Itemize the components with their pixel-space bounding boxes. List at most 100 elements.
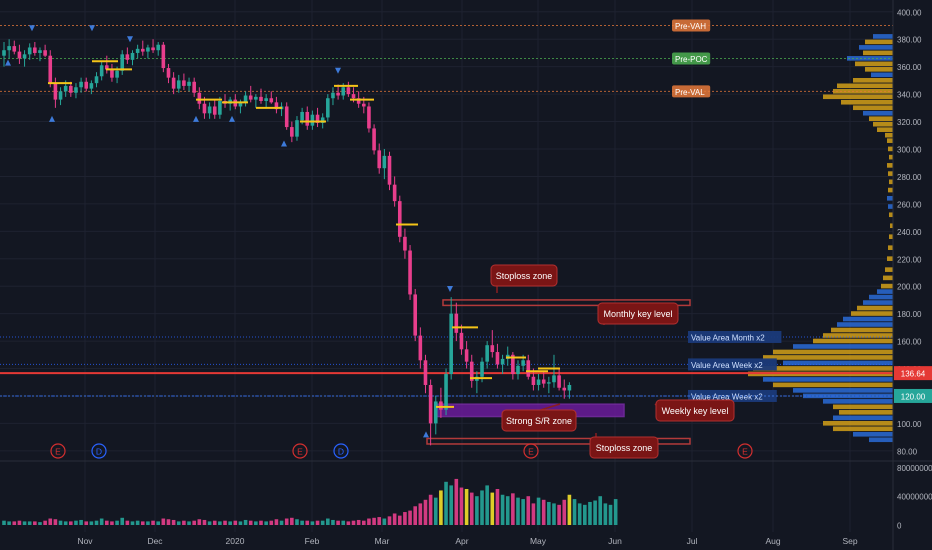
profile-bar <box>753 366 893 371</box>
volume-bar <box>269 520 274 525</box>
profile-bar <box>873 121 893 127</box>
y-tick-label: 240.00 <box>897 228 922 237</box>
volume-bar <box>284 518 289 525</box>
volume-bar <box>547 501 551 525</box>
y-tick-label: 300.00 <box>897 146 922 155</box>
profile-bar <box>865 67 893 72</box>
volume-bar <box>166 519 171 525</box>
volume-bar <box>274 519 279 525</box>
candle-body <box>372 128 376 151</box>
candle-body <box>207 106 212 114</box>
volume-bar <box>38 522 42 525</box>
volume-bar <box>562 499 567 525</box>
profile-bar <box>837 83 893 89</box>
volume-bar <box>495 489 500 525</box>
candle-body <box>274 102 279 110</box>
candle-body <box>356 98 361 104</box>
candle-body <box>38 50 42 53</box>
profile-bar <box>793 388 893 393</box>
y-tick-label: 180.00 <box>897 310 922 319</box>
volume-bar <box>310 521 315 525</box>
volume-bar <box>613 499 618 525</box>
candle-body <box>377 150 382 169</box>
level-label: Value Area Week x2 <box>691 392 763 401</box>
candle-body <box>351 94 356 99</box>
candle-body <box>552 375 556 383</box>
candle-body <box>418 335 423 361</box>
volume-bar <box>403 512 407 525</box>
candle-body <box>140 48 145 52</box>
profile-bar <box>869 116 893 122</box>
candle-body <box>439 401 443 410</box>
candle-body <box>120 54 125 71</box>
volume-bar <box>603 503 608 525</box>
candle-body <box>125 54 130 60</box>
candle-body <box>79 81 83 88</box>
profile-bar <box>857 305 893 311</box>
candle-body <box>315 114 320 123</box>
volume-bar <box>295 519 299 525</box>
volume-bar <box>63 521 68 525</box>
volume-bar <box>567 494 572 525</box>
profile-bar <box>887 138 893 143</box>
candle-body <box>238 102 243 107</box>
horizontal-levels: Pre-VAH Pre-POC Pre-VAL Value Area Month x2… <box>0 19 893 402</box>
event-marker-circle <box>523 443 539 459</box>
pivot-triangle <box>229 115 235 122</box>
y-tick-label: 80.00 <box>897 447 918 456</box>
candle-body <box>433 401 438 424</box>
profile-bar <box>888 171 893 176</box>
event-marker-label: E <box>742 447 748 457</box>
candle-body <box>547 382 551 384</box>
volume-bar <box>202 519 207 525</box>
volume-bar <box>464 489 469 525</box>
volume-bar <box>397 515 402 525</box>
candle-body <box>89 83 94 89</box>
y-tick-label: 360.00 <box>897 63 922 72</box>
volume-bar <box>212 520 217 525</box>
grid <box>0 0 893 532</box>
candle-body <box>490 345 495 353</box>
candle-body <box>182 80 186 86</box>
pivot-triangle <box>49 115 55 122</box>
volume-bar <box>351 520 356 525</box>
volume-bar <box>305 520 310 525</box>
volume-bar <box>392 513 397 525</box>
candle-body <box>63 85 68 92</box>
candle-body <box>397 201 402 237</box>
volume-bar <box>218 521 222 525</box>
volume-bar <box>290 517 294 525</box>
event-marker-circle <box>91 443 107 459</box>
profile-bar <box>877 127 893 132</box>
volume-bar <box>243 519 248 525</box>
y-tick-label: 100.00 <box>897 420 922 429</box>
volume-bar <box>408 510 412 525</box>
candle-body <box>511 354 515 375</box>
volume-profile <box>748 34 893 443</box>
volume-bar <box>439 490 443 525</box>
volume-bar <box>74 520 78 525</box>
zone-1 <box>442 299 691 307</box>
volume-bar <box>115 520 119 525</box>
profile-bar <box>823 94 893 100</box>
candle-body <box>74 87 78 93</box>
volume-bar <box>254 521 258 525</box>
candle-body <box>259 96 263 101</box>
candle-body <box>341 87 346 96</box>
volume-bar <box>223 520 227 525</box>
volume-bar <box>485 485 489 525</box>
volume-bar <box>33 521 37 525</box>
annotation-text: Stoploss zone <box>496 271 553 281</box>
zone-3 <box>426 437 691 445</box>
volume-bar <box>382 518 387 525</box>
volume-bar <box>588 501 592 525</box>
level-label-bg <box>672 19 711 32</box>
profile-bar <box>793 344 893 349</box>
profile-bar <box>763 355 893 360</box>
volume-bar <box>459 487 464 525</box>
level-label-bg <box>672 52 711 65</box>
volume-bar <box>176 521 181 525</box>
volume-bar <box>367 518 371 525</box>
event-marker-label: E <box>528 447 534 457</box>
